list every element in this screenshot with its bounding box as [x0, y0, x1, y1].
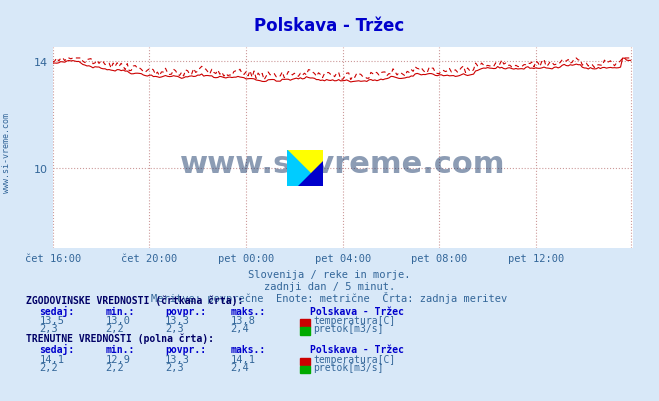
Polygon shape	[287, 150, 323, 186]
Text: 13,0: 13,0	[105, 316, 130, 326]
Text: 2,2: 2,2	[105, 362, 124, 372]
Text: pretok[m3/s]: pretok[m3/s]	[313, 324, 384, 334]
Text: sedaj:: sedaj:	[40, 305, 74, 316]
Text: min.:: min.:	[105, 306, 135, 316]
Text: www.si-vreme.com: www.si-vreme.com	[2, 112, 11, 192]
Text: povpr.:: povpr.:	[165, 306, 206, 316]
Text: 2,3: 2,3	[165, 362, 183, 372]
Text: 2,3: 2,3	[165, 324, 183, 334]
Text: 2,2: 2,2	[105, 324, 124, 334]
Text: 13,3: 13,3	[165, 354, 190, 364]
Text: 13,3: 13,3	[165, 316, 190, 326]
Text: min.:: min.:	[105, 344, 135, 354]
Text: 14,1: 14,1	[231, 354, 256, 364]
Text: ZGODOVINSKE VREDNOSTI (črtkana črta):: ZGODOVINSKE VREDNOSTI (črtkana črta):	[26, 294, 244, 305]
Text: zadnji dan / 5 minut.: zadnji dan / 5 minut.	[264, 281, 395, 291]
Text: povpr.:: povpr.:	[165, 344, 206, 354]
Text: temperatura[C]: temperatura[C]	[313, 316, 395, 326]
Text: Polskava - Tržec: Polskava - Tržec	[254, 17, 405, 35]
Text: 14,1: 14,1	[40, 354, 65, 364]
Text: sedaj:: sedaj:	[40, 343, 74, 354]
Text: 13,8: 13,8	[231, 316, 256, 326]
Text: 2,3: 2,3	[40, 324, 58, 334]
Polygon shape	[298, 161, 323, 186]
Text: 13,5: 13,5	[40, 316, 65, 326]
Text: TRENUTNE VREDNOSTI (polna črta):: TRENUTNE VREDNOSTI (polna črta):	[26, 332, 214, 343]
Polygon shape	[287, 150, 323, 186]
Text: Meritve: povprečne  Enote: metrične  Črta: zadnja meritev: Meritve: povprečne Enote: metrične Črta:…	[152, 291, 507, 303]
Text: Polskava - Tržec: Polskava - Tržec	[310, 344, 404, 354]
Text: Polskava - Tržec: Polskava - Tržec	[310, 306, 404, 316]
Text: 12,9: 12,9	[105, 354, 130, 364]
Text: 2,2: 2,2	[40, 362, 58, 372]
Text: www.si-vreme.com: www.si-vreme.com	[180, 150, 505, 179]
Text: pretok[m3/s]: pretok[m3/s]	[313, 362, 384, 372]
Text: 2,4: 2,4	[231, 324, 249, 334]
Text: maks.:: maks.:	[231, 306, 266, 316]
Text: 2,4: 2,4	[231, 362, 249, 372]
Text: maks.:: maks.:	[231, 344, 266, 354]
Text: Slovenija / reke in morje.: Slovenija / reke in morje.	[248, 270, 411, 279]
Text: temperatura[C]: temperatura[C]	[313, 354, 395, 364]
